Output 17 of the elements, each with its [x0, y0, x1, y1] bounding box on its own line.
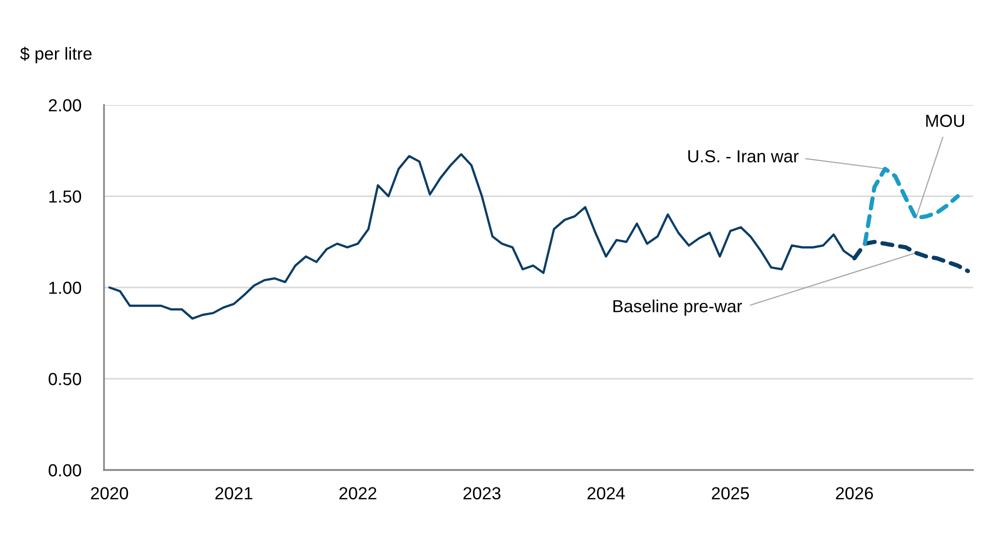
- annotation: MOU: [926, 114, 964, 127]
- x-tick-label: 2025: [712, 487, 749, 500]
- y-tick-label: 2.00: [48, 99, 82, 112]
- annotation: U.S. - Iran war: [688, 150, 799, 162]
- x-tick-label: 2026: [836, 487, 873, 500]
- x-tick-label: 2023: [463, 487, 500, 500]
- y-tick-label: 0.50: [48, 372, 82, 386]
- x-tick-label: 2022: [339, 487, 376, 500]
- line-series: [862, 166, 960, 246]
- y-axis-title: $ per litre: [20, 46, 92, 64]
- x-tick-label: 2021: [215, 487, 252, 500]
- y-tick-label: 1.00: [49, 282, 82, 294]
- x-tick-label: 2020: [91, 487, 128, 500]
- y-tick-label: 0.00: [48, 464, 82, 476]
- annotation: Baseline pre-war: [613, 300, 742, 316]
- x-tick-label: 2024: [588, 487, 625, 500]
- y-tick-label: 1.50: [49, 190, 82, 203]
